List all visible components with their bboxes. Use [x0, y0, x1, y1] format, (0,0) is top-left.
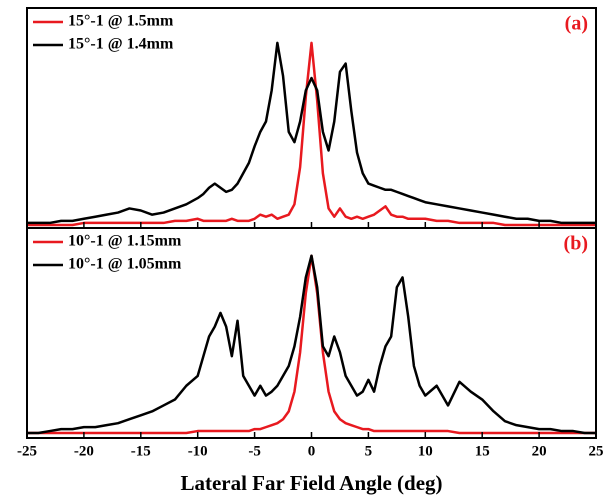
series-line — [27, 41, 596, 227]
legend-label: 15°-1 @ 1.4mm — [68, 36, 174, 53]
x-tick-label: -10 — [188, 443, 208, 459]
legend-label: 10°-1 @ 1.15mm — [68, 233, 182, 250]
x-tick-label: 0 — [308, 443, 316, 459]
panel-label: (a) — [565, 13, 588, 35]
x-tick-label: -5 — [248, 443, 261, 459]
x-tick-label: 10 — [418, 443, 433, 459]
panel-label: (b) — [564, 233, 588, 255]
series-line — [27, 254, 596, 435]
x-tick-label: 15 — [475, 443, 490, 459]
x-tick-label: 25 — [589, 443, 604, 459]
series-line — [27, 41, 596, 225]
x-tick-label: -25 — [17, 443, 37, 459]
series-line — [27, 254, 596, 435]
legend-label: 15°-1 @ 1.5mm — [68, 13, 174, 30]
x-tick-label: -20 — [74, 443, 94, 459]
legend-label: 10°-1 @ 1.05mm — [68, 256, 182, 273]
x-axis-label: Lateral Far Field Angle (deg) — [180, 471, 442, 495]
x-tick-label: -15 — [131, 443, 151, 459]
x-tick-label: 5 — [365, 443, 373, 459]
x-tick-label: 20 — [532, 443, 547, 459]
